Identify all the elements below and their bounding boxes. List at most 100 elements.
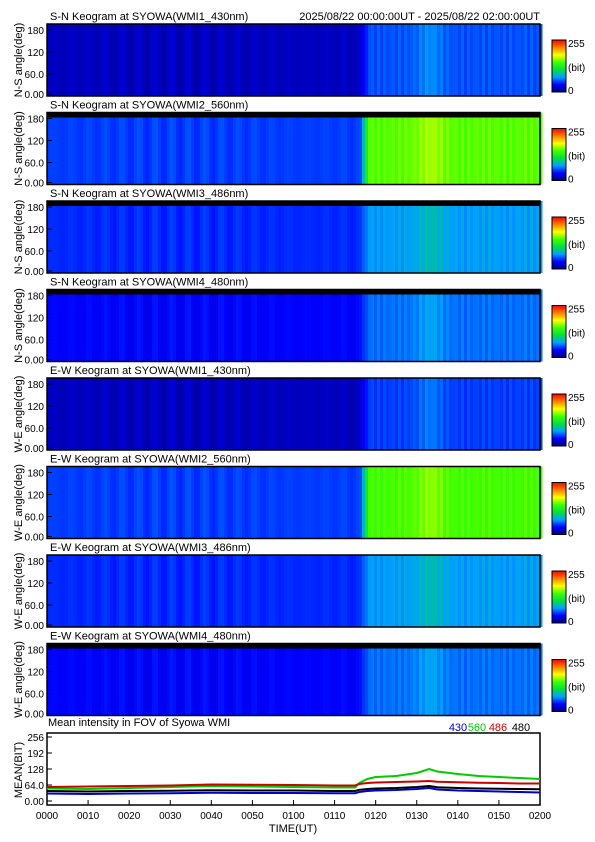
mean-intensity-chart: Mean intensity in FOV of Syowa WMI 430 56… <box>13 717 552 835</box>
series-line <box>46 784 541 793</box>
keogram-image <box>47 378 543 450</box>
colorbar-min-label: 0 <box>568 440 574 451</box>
y-tick-label: 0.00 <box>25 444 45 455</box>
x-tick-label: 0010 <box>77 811 100 822</box>
colorbar-min-label: 0 <box>568 706 574 717</box>
y-tick-label: 192 <box>27 749 44 760</box>
panel-title: S-N Keogram at SYOWA(WMI4_480nm) <box>50 277 248 289</box>
x-tick-label: 0030 <box>159 811 182 822</box>
series-line <box>46 779 540 788</box>
keogram-panel: E-W Keogram at SYOWA(WMI2_560nm) 180 120 60… <box>13 454 585 544</box>
y-tick-label: 180 <box>27 469 44 480</box>
x-tick-label: 0100 <box>282 811 305 822</box>
series-line <box>46 767 541 791</box>
y-tick-label: 180 <box>27 26 44 37</box>
colorbar-max-label: 255 <box>568 482 585 493</box>
y-tick-label: 180 <box>27 292 44 303</box>
panel-title: E-W Keogram at SYOWA(WMI4_480nm) <box>50 631 251 643</box>
colorbar-max-label: 255 <box>568 128 585 139</box>
colorbar-min-label: 0 <box>568 617 574 628</box>
y-tick-label: 180 <box>27 203 44 214</box>
y-tick-label: 120 <box>27 579 44 590</box>
legend-entry: 480 <box>512 722 530 734</box>
keogram-panel: S-N Keogram at SYOWA(WMI2_560nm) 180 120 60… <box>13 100 585 190</box>
keogram-panel: E-W Keogram at SYOWA(WMI1_430nm) 180 120 60… <box>13 365 585 455</box>
colorbar-unit-label: (bit) <box>568 329 585 340</box>
x-tick-label: 0110 <box>324 811 346 822</box>
keogram-panel: E-W Keogram at SYOWA(WMI3_486nm) 180 120 60… <box>13 542 585 632</box>
keogram-image <box>47 112 543 185</box>
time-range-label: 2025/08/22 00:00:00UT - 2025/08/22 02:00… <box>299 11 540 23</box>
y-tick-label: 0.00 <box>25 797 45 808</box>
y-axis-label: W-E angle(deg) <box>13 376 25 453</box>
legend-entry: 560 <box>468 722 486 734</box>
y-tick-label: 0.00 <box>25 267 45 278</box>
panel-title: S-N Keogram at SYOWA(WMI2_560nm) <box>50 100 248 112</box>
y-axis-label: N-S angle(deg) <box>13 288 25 363</box>
axis-ticks: 256 192 128 64.0 0.00 0000 0010 0020 0030 0040 005… <box>25 733 552 822</box>
keogram-panel: S-N Keogram at SYOWA(WMI3_486nm) 180 120 60… <box>13 188 585 278</box>
y-tick-label: 60.0 <box>25 247 45 258</box>
series-lines <box>46 767 541 796</box>
x-axis-label: TIME(UT) <box>269 823 317 835</box>
colorbar-unit-label: (bit) <box>568 594 585 605</box>
y-tick-label: 120 <box>27 668 44 679</box>
colorbar-min-label: 0 <box>568 529 574 540</box>
y-tick-label: 0.00 <box>25 710 45 721</box>
keogram-panel: S-N Keogram at SYOWA(WMI4_480nm) 180 120 60… <box>13 277 585 367</box>
colorbar-unit-label: (bit) <box>568 63 585 74</box>
y-tick-label: 0.00 <box>25 621 45 632</box>
legend-entry: 430 <box>449 722 467 734</box>
colorbar-unit-label: (bit) <box>568 152 585 163</box>
y-axis-label: W-E angle(deg) <box>13 553 25 630</box>
x-tick-label: 0050 <box>241 811 264 822</box>
y-tick-label: 180 <box>27 380 44 391</box>
y-tick-label: 120 <box>27 402 44 413</box>
x-tick-label: 0040 <box>200 811 223 822</box>
colorbar: 255 (bit) 0 <box>551 39 585 97</box>
colorbar-min-label: 0 <box>568 352 574 363</box>
y-tick-label: 120 <box>27 491 44 502</box>
y-tick-label: 128 <box>27 765 44 776</box>
y-tick-label: 256 <box>27 733 44 744</box>
y-tick-label: 60.0 <box>25 159 45 170</box>
chart-title: Mean intensity in FOV of Syowa WMI <box>48 717 230 729</box>
colorbar-unit-label: (bit) <box>568 683 585 694</box>
x-tick-label: 0200 <box>529 811 552 822</box>
panel-title: E-W Keogram at SYOWA(WMI1_430nm) <box>50 365 251 377</box>
y-tick-label: 0.00 <box>25 533 45 544</box>
colorbar-unit-label: (bit) <box>568 240 585 251</box>
colorbar: 255 (bit) 0 <box>551 393 585 451</box>
colorbar-max-label: 255 <box>568 216 585 227</box>
x-tick-label: 0120 <box>365 811 388 822</box>
y-tick-label: 180 <box>27 646 44 657</box>
keogram-image <box>47 201 543 273</box>
keogram-panel: 180 120 60.0 0.00N-S angle(deg) 255 (bit) 0 <box>13 23 585 101</box>
y-axis-label: N-S angle(deg) <box>13 200 25 275</box>
colorbar: 255 (bit) 0 <box>551 128 585 186</box>
y-tick-label: 60.0 <box>25 690 45 701</box>
colorbar-max-label: 255 <box>568 39 585 50</box>
colorbar-max-label: 255 <box>568 305 585 316</box>
series-line <box>46 786 541 796</box>
colorbar: 255 (bit) 0 <box>551 482 585 540</box>
y-tick-label: 120 <box>27 48 44 59</box>
colorbar-min-label: 0 <box>568 263 574 274</box>
x-tick-label: 0130 <box>406 811 429 822</box>
x-tick-label: 0000 <box>36 811 59 822</box>
keogram-panel: E-W Keogram at SYOWA(WMI4_480nm) 180 120 60… <box>13 631 585 721</box>
y-tick-label: 0.00 <box>25 179 45 190</box>
panel-title: E-W Keogram at SYOWA(WMI3_486nm) <box>50 542 251 554</box>
colorbar: 255 (bit) 0 <box>551 305 585 363</box>
keogram-image <box>47 466 543 539</box>
y-axis-label: N-S angle(deg) <box>13 23 25 98</box>
colorbar-min-label: 0 <box>568 175 574 186</box>
x-tick-label: 0020 <box>118 811 141 822</box>
y-tick-label: 60.0 <box>25 601 45 612</box>
y-tick-label: 0.00 <box>25 90 45 101</box>
colorbar: 255 (bit) 0 <box>551 659 585 717</box>
x-tick-label: 0150 <box>488 811 511 822</box>
panel-title: S-N Keogram at SYOWA(WMI3_486nm) <box>50 188 248 200</box>
colorbar-unit-label: (bit) <box>568 417 585 428</box>
